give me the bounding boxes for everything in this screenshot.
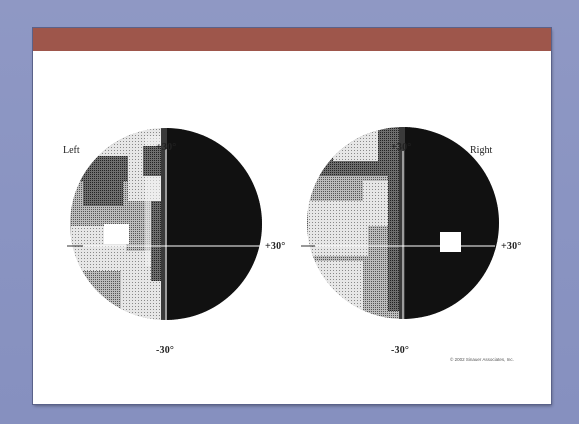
copyright-notice: © 2002 Sinauer Associates, Inc. <box>450 357 514 362</box>
left-blind-spot <box>104 224 129 244</box>
left-eye-label: Left <box>63 145 80 156</box>
left-field-blind-half <box>167 128 262 320</box>
left-field-patch-1 <box>98 128 133 156</box>
slide: Left +30° -30° +30° +30° Right -30° +30°… <box>33 28 551 404</box>
right-field-patch-4 <box>313 261 368 319</box>
center-axis-label: +30° <box>265 241 286 252</box>
right-field-patch-1 <box>333 127 378 161</box>
right-top-axis-label: +30° <box>391 142 412 153</box>
left-bottom-axis-label: -30° <box>156 345 175 356</box>
left-top-axis-label: +30° <box>156 142 177 153</box>
visual-field-maps <box>67 127 499 328</box>
right-eye-label: Right <box>470 145 493 156</box>
slide-title-bar <box>33 28 551 51</box>
left-field-patch-8 <box>143 146 163 176</box>
axes <box>67 149 495 328</box>
right-side-axis-label: +30° <box>501 241 522 252</box>
right-field-patch-2 <box>308 201 368 256</box>
right-field-blind-half <box>405 127 499 319</box>
left-field-border-band <box>161 128 169 320</box>
right-blind-spot <box>440 232 461 252</box>
right-bottom-axis-label: -30° <box>391 345 410 356</box>
visual-field-figure: Left +30° -30° +30° +30° Right -30° +30°… <box>33 51 551 404</box>
left-field-patch-2 <box>83 176 123 206</box>
